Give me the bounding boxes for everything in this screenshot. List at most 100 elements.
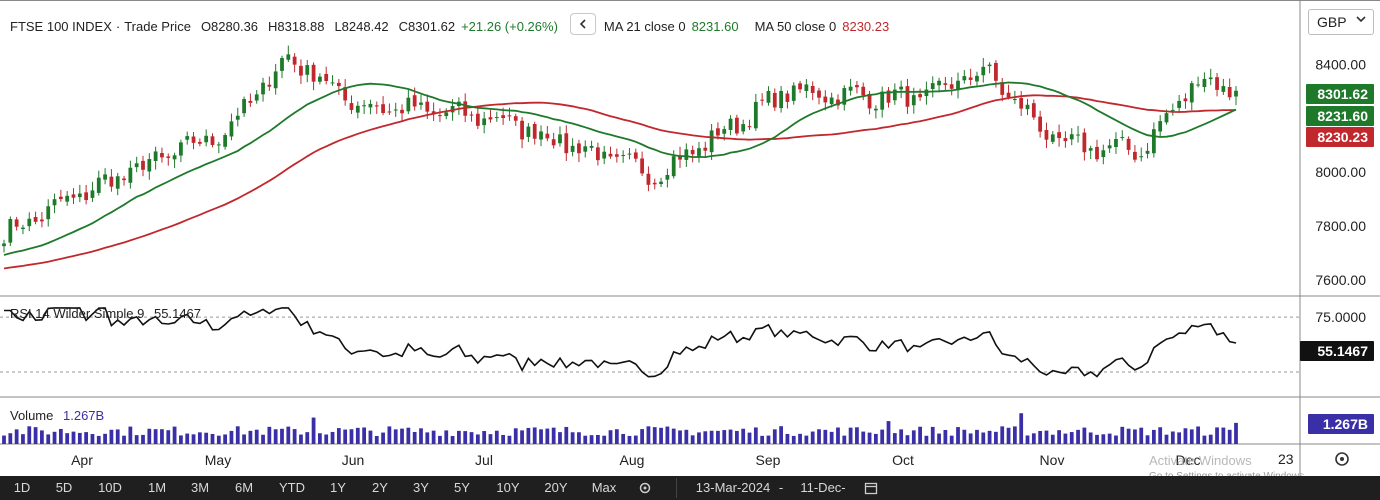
candle-body [128,167,133,183]
rsi-value-tag: 55.1467 [1300,341,1374,361]
volume-bar [1183,428,1188,444]
candle-body [204,135,209,143]
candle-body [804,84,809,92]
volume-legend: Volume 1.267B [10,408,104,423]
volume-value-tag: 1.267B [1308,414,1374,434]
range-button-6m[interactable]: 6M [234,480,254,495]
chart-canvas[interactable]: 8400.008200.008000.007800.007600.0075.00… [0,0,1380,476]
candle-body [1019,98,1024,109]
candle-body [2,243,6,247]
volume-bar [791,435,796,444]
calendar-icon[interactable] [862,476,880,500]
range-button-10d[interactable]: 10D [98,480,122,495]
candle-body [210,136,215,145]
candle-body [122,178,126,181]
candle-body [539,131,543,140]
range-button-20y[interactable]: 20Y [544,480,568,495]
candle-body [318,76,322,82]
candle-body [368,103,373,108]
candle-body [709,130,714,153]
volume-bar [608,430,613,444]
volume-bar [488,434,493,444]
candle-body [892,89,897,101]
chart-header: FTSE 100 INDEX · Trade Price O8280.36 H8… [10,13,889,35]
volume-bar [2,435,6,444]
volume-bar [374,435,379,444]
currency-value: GBP [1317,14,1347,30]
candle-body [488,117,493,120]
volume-bar [1038,430,1043,444]
range-button-1m[interactable]: 1M [147,480,167,495]
currency-select[interactable]: GBP [1308,9,1374,35]
range-button-1y[interactable]: 1Y [330,480,346,495]
volume-bar [861,431,866,444]
candle-body [697,148,701,156]
x-axis-month: Nov [1040,452,1065,468]
x-axis-month: Sep [756,452,781,468]
date-to: 11-Dec-2024 [800,480,846,495]
candle-body [1063,138,1068,142]
ma50-price-tag: 8230.23 [1306,127,1374,147]
candle-body [1208,77,1213,80]
candle-body [848,86,853,91]
candle-body [633,152,638,159]
range-button-5d[interactable]: 5D [55,480,73,495]
volume-bar [564,426,569,444]
price-axis-tick: 8000.00 [1315,164,1366,180]
candle-body [381,104,385,113]
volume-bar [911,430,916,444]
volume-bar [1208,434,1213,444]
candle-body [1050,134,1055,142]
volume-bar [109,429,114,444]
range-button-2y[interactable]: 2Y [372,480,388,495]
candle-body [1031,103,1036,118]
volume-bar [210,433,215,444]
candle-body [1044,130,1049,140]
date-range-picker[interactable] [676,478,884,498]
volume-bar [46,434,51,444]
volume-bar [836,427,840,444]
volume-bar [235,426,240,444]
candle-body [1069,134,1074,140]
range-button-5y[interactable]: 5Y [454,480,470,495]
candle-body [349,103,354,110]
gear-icon[interactable] [634,476,656,500]
volume-bar [671,428,676,444]
volume-bar [393,429,398,444]
chevron-down-icon [1355,13,1367,28]
volume-bar [1227,429,1232,444]
candle-body [589,145,594,148]
volume-bar [532,427,537,444]
volume-bar [90,434,95,444]
range-button-1d[interactable]: 1D [13,480,31,495]
range-button-3y[interactable]: 3Y [413,480,429,495]
collapse-legend-button[interactable] [569,13,596,35]
candle-body [716,128,720,136]
candle-body [482,118,487,126]
range-button-10y[interactable]: 10Y [496,480,520,495]
volume-bar [204,432,209,444]
settings-icon[interactable] [1332,449,1352,469]
candle-body [1202,78,1207,88]
range-button-max[interactable]: Max [591,480,617,495]
volume-bar [722,430,727,444]
candle-body [305,65,310,75]
volume-bar [343,429,348,444]
candle-body [665,174,670,180]
candle-body [261,82,265,95]
candle-body [760,99,765,101]
range-button-ytd[interactable]: YTD [279,480,305,495]
volume-bar [299,434,303,444]
range-button-3m[interactable]: 3M [190,480,210,495]
candle-body [1170,109,1175,111]
candle-body [438,115,442,117]
volume-bar [1076,429,1080,444]
volume-bar [994,431,998,444]
candle-body [27,218,32,227]
candle-body [1057,132,1061,139]
candle-body [336,82,341,87]
candle-body [1196,84,1200,86]
volume-bar [880,429,885,444]
volume-bar [1063,433,1068,444]
candle-body [71,194,76,198]
